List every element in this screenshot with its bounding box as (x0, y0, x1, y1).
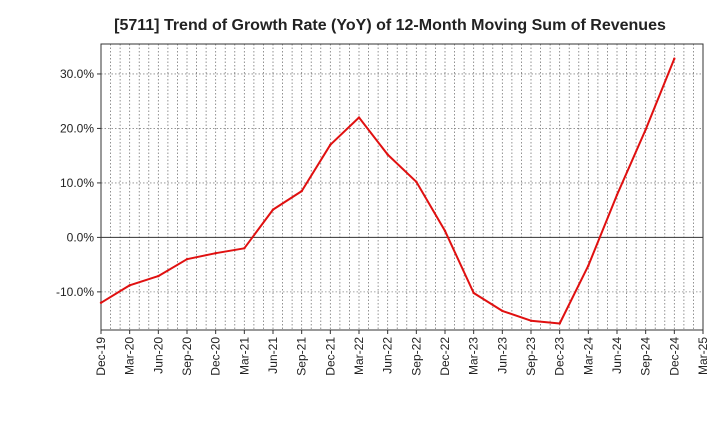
data-point (415, 180, 418, 184)
y-tick-label: 0.0% (67, 230, 95, 244)
x-tick-label: Dec-23 (553, 337, 567, 376)
x-tick-label: Jun-20 (151, 337, 165, 374)
x-tick-label: Jun-24 (610, 337, 624, 374)
series-layer (99, 57, 676, 325)
x-tick-label: Mar-21 (237, 337, 251, 375)
data-point (529, 319, 533, 322)
x-tick-label: Sep-24 (639, 337, 653, 376)
data-point (644, 128, 647, 131)
x-tick-label: Sep-23 (524, 337, 538, 376)
data-point (329, 143, 332, 146)
data-point (300, 189, 303, 193)
y-tick-label: 20.0% (60, 121, 94, 135)
x-tick-label: Jun-23 (495, 337, 509, 374)
x-tick-label: Mar-22 (352, 337, 366, 375)
data-point (271, 208, 275, 211)
data-point (386, 153, 389, 156)
x-tick-label: Mar-25 (696, 337, 710, 375)
plot-area-frame (100, 43, 704, 331)
data-point (558, 322, 561, 325)
x-tick-label: Dec-19 (94, 337, 108, 376)
x-tick-label: Dec-24 (667, 337, 681, 376)
y-axis: -10.0% 0.0% 10.0% 20.0% 30.0% (56, 67, 101, 299)
x-tick-label: Dec-22 (438, 337, 452, 376)
data-point (99, 301, 103, 304)
data-point (501, 309, 504, 313)
data-point (357, 116, 361, 119)
x-tick-label: Dec-20 (209, 337, 223, 376)
vertical-gridlines (110, 44, 694, 330)
x-tick-label: Mar-24 (581, 337, 595, 375)
data-point (243, 247, 246, 250)
horizontal-gridlines (101, 73, 703, 293)
x-tick-label: Sep-22 (409, 337, 423, 376)
data-point (185, 257, 189, 261)
data-point (214, 251, 217, 255)
y-tick-label: -10.0% (56, 285, 94, 299)
x-tick-label: Mar-23 (467, 337, 481, 375)
y-tick-label: 30.0% (60, 67, 94, 81)
y-tick-label: 10.0% (60, 176, 94, 190)
data-point (443, 229, 447, 233)
data-point (587, 264, 590, 267)
x-tick-label: Jun-21 (266, 337, 280, 374)
x-tick-label: Jun-22 (381, 337, 395, 374)
x-tick-label: Dec-21 (323, 337, 337, 376)
x-tick-label: Sep-20 (180, 337, 194, 376)
data-point (472, 291, 475, 295)
x-tick-label: Sep-21 (295, 337, 309, 376)
chart-title: [5711] Trend of Growth Rate (YoY) of 12-… (114, 17, 666, 34)
x-tick-label: Mar-20 (123, 337, 137, 375)
data-point (157, 274, 160, 278)
x-axis: Dec-19 Mar-20 Jun-20 Sep-20 Dec-20 Mar-21 Jun-… (94, 330, 710, 376)
data-point (615, 193, 619, 197)
data-point (673, 57, 676, 60)
data-point (128, 284, 131, 287)
